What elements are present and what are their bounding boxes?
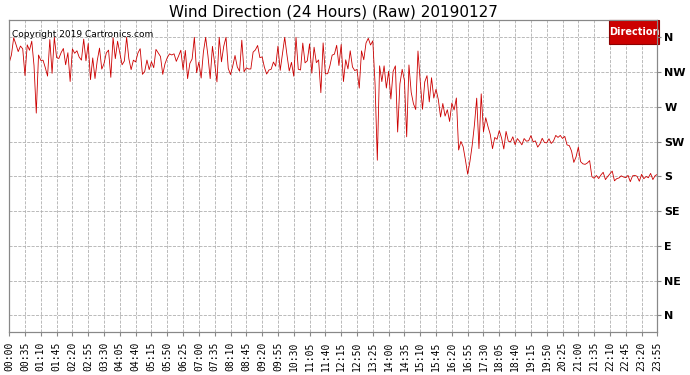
Title: Wind Direction (24 Hours) (Raw) 20190127: Wind Direction (24 Hours) (Raw) 20190127 xyxy=(169,4,497,19)
FancyBboxPatch shape xyxy=(609,20,660,44)
Text: Copyright 2019 Cartronics.com: Copyright 2019 Cartronics.com xyxy=(12,30,154,39)
Text: Direction: Direction xyxy=(609,27,660,37)
